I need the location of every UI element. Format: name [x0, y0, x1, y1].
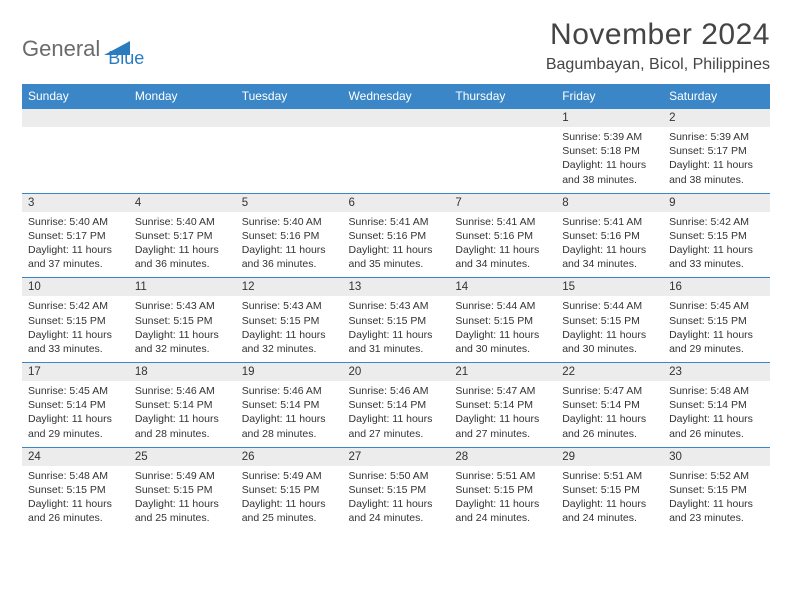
day-detail-cell: Sunrise: 5:47 AMSunset: 5:14 PMDaylight:… — [449, 381, 556, 447]
weekday-header: Sunday — [22, 84, 129, 109]
day-number-cell: 10 — [22, 278, 129, 297]
day-number-cell: 13 — [343, 278, 450, 297]
day-detail-cell: Sunrise: 5:43 AMSunset: 5:15 PMDaylight:… — [236, 296, 343, 362]
weekday-header: Thursday — [449, 84, 556, 109]
logo-text-general: General — [22, 36, 100, 62]
day-number-cell: 2 — [663, 109, 770, 128]
day-number-cell: 1 — [556, 109, 663, 128]
day-number-cell: 19 — [236, 363, 343, 382]
day-detail-cell: Sunrise: 5:46 AMSunset: 5:14 PMDaylight:… — [343, 381, 450, 447]
logo-text-blue: Blue — [108, 48, 144, 69]
weekday-header: Wednesday — [343, 84, 450, 109]
day-number-cell: 17 — [22, 363, 129, 382]
logo: General Blue — [22, 18, 144, 69]
day-number-row: 24252627282930 — [22, 447, 770, 466]
day-detail-cell: Sunrise: 5:52 AMSunset: 5:15 PMDaylight:… — [663, 466, 770, 532]
weekday-header-row: SundayMondayTuesdayWednesdayThursdayFrid… — [22, 84, 770, 109]
day-number-cell: 23 — [663, 363, 770, 382]
day-detail-cell — [236, 127, 343, 193]
day-number-cell: 5 — [236, 193, 343, 212]
day-detail-cell: Sunrise: 5:39 AMSunset: 5:18 PMDaylight:… — [556, 127, 663, 193]
day-number-cell: 22 — [556, 363, 663, 382]
month-title: November 2024 — [546, 18, 770, 52]
day-detail-cell: Sunrise: 5:51 AMSunset: 5:15 PMDaylight:… — [449, 466, 556, 532]
day-detail-cell: Sunrise: 5:40 AMSunset: 5:16 PMDaylight:… — [236, 212, 343, 278]
day-detail-cell: Sunrise: 5:49 AMSunset: 5:15 PMDaylight:… — [129, 466, 236, 532]
day-number-cell: 18 — [129, 363, 236, 382]
day-number-cell: 27 — [343, 447, 450, 466]
day-detail-cell — [449, 127, 556, 193]
day-detail-row: Sunrise: 5:39 AMSunset: 5:18 PMDaylight:… — [22, 127, 770, 193]
calendar-table: SundayMondayTuesdayWednesdayThursdayFrid… — [22, 84, 770, 531]
day-number-row: 17181920212223 — [22, 363, 770, 382]
day-number-cell — [343, 109, 450, 128]
day-detail-cell: Sunrise: 5:40 AMSunset: 5:17 PMDaylight:… — [129, 212, 236, 278]
day-number-cell: 12 — [236, 278, 343, 297]
header: General Blue November 2024 Bagumbayan, B… — [22, 18, 770, 74]
day-number-cell: 8 — [556, 193, 663, 212]
day-detail-cell: Sunrise: 5:48 AMSunset: 5:15 PMDaylight:… — [22, 466, 129, 532]
day-number-cell — [236, 109, 343, 128]
day-number-cell: 26 — [236, 447, 343, 466]
day-detail-cell: Sunrise: 5:41 AMSunset: 5:16 PMDaylight:… — [556, 212, 663, 278]
day-detail-cell: Sunrise: 5:40 AMSunset: 5:17 PMDaylight:… — [22, 212, 129, 278]
day-detail-cell: Sunrise: 5:51 AMSunset: 5:15 PMDaylight:… — [556, 466, 663, 532]
day-detail-cell: Sunrise: 5:45 AMSunset: 5:15 PMDaylight:… — [663, 296, 770, 362]
location: Bagumbayan, Bicol, Philippines — [546, 56, 770, 74]
day-number-cell — [22, 109, 129, 128]
day-number-cell: 21 — [449, 363, 556, 382]
day-number-cell: 14 — [449, 278, 556, 297]
day-number-cell: 20 — [343, 363, 450, 382]
day-number-cell: 30 — [663, 447, 770, 466]
day-number-row: 10111213141516 — [22, 278, 770, 297]
day-detail-cell: Sunrise: 5:42 AMSunset: 5:15 PMDaylight:… — [22, 296, 129, 362]
day-detail-cell: Sunrise: 5:39 AMSunset: 5:17 PMDaylight:… — [663, 127, 770, 193]
day-number-row: 12 — [22, 109, 770, 128]
day-number-cell: 16 — [663, 278, 770, 297]
day-number-cell — [129, 109, 236, 128]
day-detail-cell: Sunrise: 5:42 AMSunset: 5:15 PMDaylight:… — [663, 212, 770, 278]
day-number-cell: 3 — [22, 193, 129, 212]
day-detail-cell: Sunrise: 5:50 AMSunset: 5:15 PMDaylight:… — [343, 466, 450, 532]
weekday-header: Friday — [556, 84, 663, 109]
day-detail-cell: Sunrise: 5:44 AMSunset: 5:15 PMDaylight:… — [556, 296, 663, 362]
day-detail-cell: Sunrise: 5:44 AMSunset: 5:15 PMDaylight:… — [449, 296, 556, 362]
day-detail-cell — [22, 127, 129, 193]
weekday-header: Monday — [129, 84, 236, 109]
weekday-header: Saturday — [663, 84, 770, 109]
day-detail-row: Sunrise: 5:48 AMSunset: 5:15 PMDaylight:… — [22, 466, 770, 532]
day-number-row: 3456789 — [22, 193, 770, 212]
day-number-cell: 9 — [663, 193, 770, 212]
day-detail-row: Sunrise: 5:42 AMSunset: 5:15 PMDaylight:… — [22, 296, 770, 362]
day-detail-cell: Sunrise: 5:43 AMSunset: 5:15 PMDaylight:… — [129, 296, 236, 362]
day-detail-cell: Sunrise: 5:46 AMSunset: 5:14 PMDaylight:… — [129, 381, 236, 447]
day-number-cell: 6 — [343, 193, 450, 212]
day-detail-cell: Sunrise: 5:41 AMSunset: 5:16 PMDaylight:… — [449, 212, 556, 278]
day-detail-cell — [129, 127, 236, 193]
day-detail-cell: Sunrise: 5:49 AMSunset: 5:15 PMDaylight:… — [236, 466, 343, 532]
day-number-cell: 15 — [556, 278, 663, 297]
day-number-cell: 24 — [22, 447, 129, 466]
day-detail-cell — [343, 127, 450, 193]
day-detail-cell: Sunrise: 5:47 AMSunset: 5:14 PMDaylight:… — [556, 381, 663, 447]
day-number-cell: 29 — [556, 447, 663, 466]
day-number-cell: 7 — [449, 193, 556, 212]
day-number-cell: 28 — [449, 447, 556, 466]
day-detail-row: Sunrise: 5:40 AMSunset: 5:17 PMDaylight:… — [22, 212, 770, 278]
day-detail-cell: Sunrise: 5:48 AMSunset: 5:14 PMDaylight:… — [663, 381, 770, 447]
weekday-header: Tuesday — [236, 84, 343, 109]
day-detail-cell: Sunrise: 5:43 AMSunset: 5:15 PMDaylight:… — [343, 296, 450, 362]
title-block: November 2024 Bagumbayan, Bicol, Philipp… — [546, 18, 770, 74]
day-detail-cell: Sunrise: 5:46 AMSunset: 5:14 PMDaylight:… — [236, 381, 343, 447]
day-detail-cell: Sunrise: 5:41 AMSunset: 5:16 PMDaylight:… — [343, 212, 450, 278]
day-detail-cell: Sunrise: 5:45 AMSunset: 5:14 PMDaylight:… — [22, 381, 129, 447]
day-number-cell — [449, 109, 556, 128]
day-number-cell: 11 — [129, 278, 236, 297]
day-number-cell: 25 — [129, 447, 236, 466]
day-number-cell: 4 — [129, 193, 236, 212]
day-detail-row: Sunrise: 5:45 AMSunset: 5:14 PMDaylight:… — [22, 381, 770, 447]
